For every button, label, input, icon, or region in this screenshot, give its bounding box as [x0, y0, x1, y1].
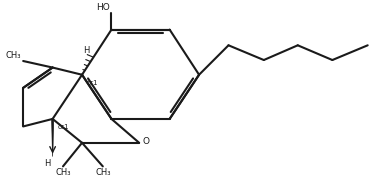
Text: or1: or1 — [87, 80, 99, 86]
Text: or1: or1 — [57, 124, 69, 130]
Text: CH₃: CH₃ — [95, 168, 111, 177]
Polygon shape — [52, 119, 54, 157]
Text: O: O — [142, 137, 149, 146]
Text: H: H — [44, 158, 51, 168]
Text: CH₃: CH₃ — [55, 168, 71, 177]
Text: HO: HO — [96, 3, 109, 12]
Text: CH₃: CH₃ — [6, 51, 21, 60]
Text: H: H — [83, 46, 89, 55]
